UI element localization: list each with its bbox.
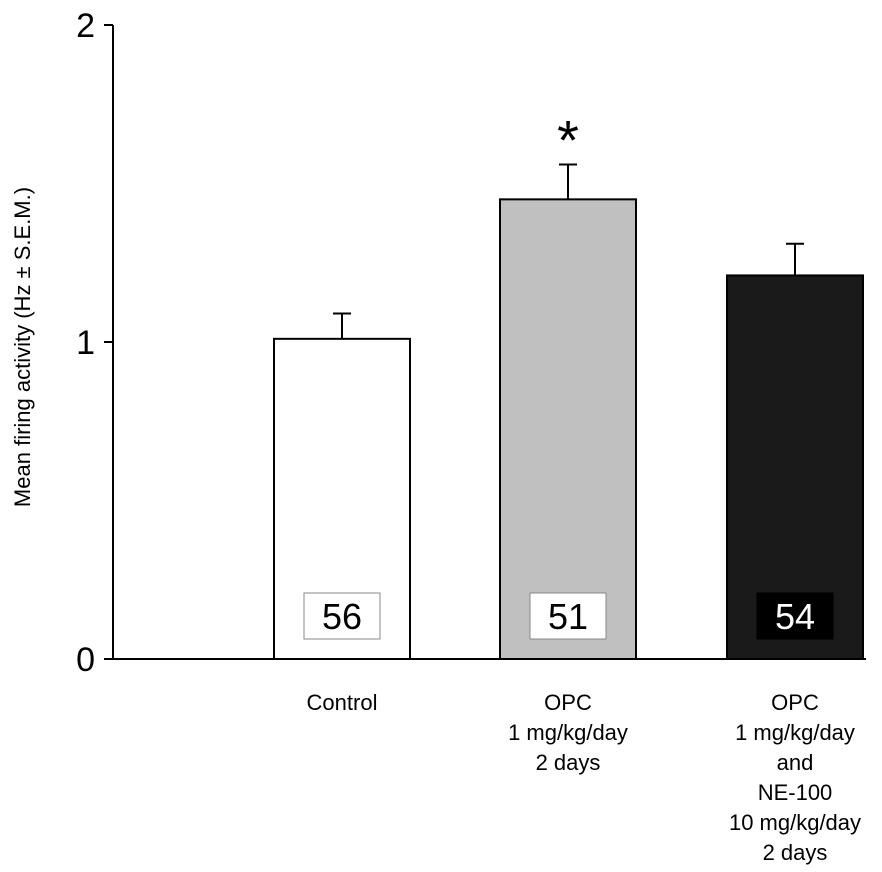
category-label-line: 2 days — [763, 840, 828, 865]
category-label-line: 2 days — [536, 750, 601, 775]
category-label-line: Control — [307, 690, 378, 715]
n-label: 51 — [548, 596, 588, 637]
category-label-line: 1 mg/kg/day — [508, 720, 628, 745]
category-label-line: 1 mg/kg/day — [735, 720, 855, 745]
n-label: 56 — [322, 596, 362, 637]
n-label-box — [529, 592, 607, 640]
bars: 56 51 * 54 — [273, 108, 864, 660]
bar — [499, 198, 637, 660]
category-label-line: OPC — [771, 690, 819, 715]
y-tick-label: 0 — [76, 641, 95, 679]
y-tick-label: 1 — [76, 324, 95, 362]
n-label-box — [303, 592, 381, 640]
category-label-line: OPC — [544, 690, 592, 715]
category-label-line: NE-100 — [758, 780, 833, 805]
category-label-line: 10 mg/kg/day — [729, 810, 861, 835]
significance-marker: * — [557, 108, 579, 171]
x-axis-labels: Control OPC 1 mg/kg/day 2 days OPC 1 mg/kg/da… — [307, 690, 862, 865]
y-axis-label: Mean firing activity (Hz ± S.E.M.) — [10, 187, 35, 507]
n-label-box — [756, 592, 834, 640]
n-label: 54 — [775, 596, 815, 637]
y-tick-label: 2 — [76, 7, 95, 45]
category-label-line: and — [777, 750, 814, 775]
